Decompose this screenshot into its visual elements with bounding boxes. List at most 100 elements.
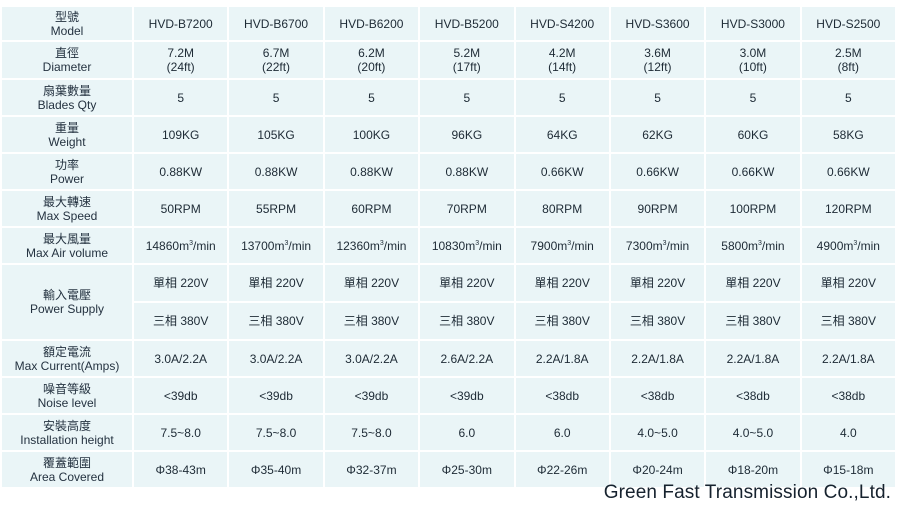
air-volume-unit-tail: /min [857,238,880,253]
air-volume-unit: m [274,238,285,253]
table-row-supply-single: 輸入電壓 Power Supply 單相 220V 單相 220V 單相 220V 單相 … [2,265,895,339]
row-label-en: Blades Qty [37,97,97,112]
row-label-zh: 功率 [54,157,79,172]
height-cell: 7.5~8.0 [134,415,228,450]
diameter-meters: 6.2M [358,46,385,60]
speed-cell: 90RPM [610,191,705,226]
power-cell: 0.88KW [324,154,419,189]
air-cell: 12360m3/min [324,228,419,263]
area-cell: Φ15-18m [801,452,895,487]
row-header-area: 覆蓋範圍 Area Covered [2,452,132,487]
row-label-en: Max Current(Amps) [14,358,120,373]
air-volume-unit: m [179,238,190,253]
height-cell: 6.0 [420,415,514,450]
weight-cell: 64KG [515,117,609,152]
diameter-cell: 6.2M (20ft) [324,42,419,78]
air-cell: 4900m3/min [801,228,895,263]
air-volume-value: 14860 [145,238,180,253]
supply-single-phase-cell: 單相 220V [801,265,895,301]
diameter-feet: (14ft) [548,60,577,74]
weight-cell: 60KG [706,117,800,152]
diameter-meters: 5.2M [453,46,481,60]
speed-cell: 50RPM [134,191,228,226]
current-cell: 3.0A/2.2A [134,341,228,376]
air-volume-unit-exponent: 3 [379,239,384,247]
air-cell: 7300m3/min [610,228,705,263]
row-label-zh: 額定電流 [42,344,91,359]
row-header-power: 功率 Power [2,154,132,189]
air-volume-unit-tail: /min [192,238,216,253]
supply-single-phase-cell: 單相 220V [134,265,228,301]
row-header-air: 最大風量 Max Air volume [2,228,132,263]
supply-three-phase-cell: 三相 380V [801,303,895,339]
spec-table-body: 型號 Model HVD-B7200 HVD-B6700 HVD-B6200 HVD-B5… [2,7,895,487]
diameter-meters: 2.5M [834,46,862,60]
air-volume-unit: m [652,238,663,253]
supply-three-phase-cell: 三相 380V [420,303,514,339]
diameter-feet: (24ft) [166,60,195,74]
area-cell: Φ18-20m [706,452,800,487]
row-label-en: Power Supply [29,302,105,316]
row-header-current: 額定電流 Max Current(Amps) [2,341,132,376]
area-cell: Φ35-40m [229,452,323,487]
table-row-noise: 噪音等級 Noise level <39db <39db <39db <39db <38db… [2,378,895,413]
air-volume-value: 5800 [721,238,748,253]
air-volume-unit-tail: /min [288,238,312,253]
area-cell: Φ38-43m [134,452,228,487]
weight-cell: 105KG [229,117,323,152]
noise-cell: <39db [324,378,419,413]
row-label-en: Max Air volume [25,245,109,260]
air-volume-unit-tail: /min [383,238,407,253]
noise-cell: <39db [134,378,228,413]
model-name: HVD-B5200 [420,7,514,40]
supply-single-phase-cell: 單相 220V [515,265,609,301]
weight-cell: 109KG [134,117,228,152]
supply-three-phase-cell: 三相 380V [610,303,705,339]
row-header-blades: 扇葉數量 Blades Qty [2,80,132,115]
table-row-supply-three: 三相 380V 三相 380V 三相 380V 三相 380V 三相 380V 三相 38… [2,303,895,339]
diameter-cell: 4.2M (14ft) [515,42,609,78]
row-label-zh: 最大風量 [42,231,91,246]
air-volume-unit: m [557,238,568,253]
row-label-en: Diameter [42,60,92,74]
row-label-zh: 最大轉速 [42,194,91,209]
air-cell: 10830m3/min [420,228,514,263]
power-cell: 0.66KW [515,154,609,189]
blades-cell: 5 [229,80,323,115]
air-volume-value: 7900 [530,238,558,253]
row-label-en: Noise level [37,395,97,410]
air-volume-unit-exponent: 3 [853,239,858,247]
power-cell: 0.66KW [801,154,895,189]
row-label-zh: 輸入電壓 [42,288,91,302]
height-cell: 4.0 [801,415,895,450]
diameter-meters: 7.2M [167,46,195,60]
diameter-meters: 3.0M [739,46,767,60]
air-volume-unit-tail: /min [666,238,690,253]
row-label-zh: 覆蓋範圍 [42,455,91,470]
company-name: Green Fast Transmission Co.,Ltd. [603,482,891,503]
row-header-weight: 重量 Weight [2,117,132,152]
noise-cell: <38db [801,378,895,413]
supply-single-phase-cell: 單相 220V [229,265,323,301]
diameter-meters: 4.2M [548,46,576,60]
row-label-zh: 扇葉數量 [42,83,91,98]
row-label-zh: 直徑 [54,46,79,60]
air-volume-value: 12360 [336,238,370,253]
weight-cell: 62KG [610,117,705,152]
speed-cell: 120RPM [801,191,895,226]
current-cell: 3.0A/2.2A [324,341,419,376]
row-label-zh: 型號 [54,9,79,24]
model-name: HVD-S3000 [706,7,800,40]
supply-three-phase-cell: 三相 380V [515,303,609,339]
row-label-en: Weight [48,134,86,149]
table-row-diameter: 直徑 Diameter 7.2M (24ft) 6.7M (22ft) 6.2M (20ft)… [2,42,895,78]
weight-cell: 100KG [324,117,419,152]
air-volume-unit: m [843,238,854,253]
supply-three-phase-cell: 三相 380V [324,303,419,339]
row-header-noise: 噪音等級 Noise level [2,378,132,413]
noise-cell: <39db [229,378,323,413]
supply-three-phase-cell: 三相 380V [229,303,323,339]
speed-cell: 55RPM [229,191,323,226]
diameter-feet: (12ft) [643,60,672,74]
noise-cell: <38db [706,378,800,413]
